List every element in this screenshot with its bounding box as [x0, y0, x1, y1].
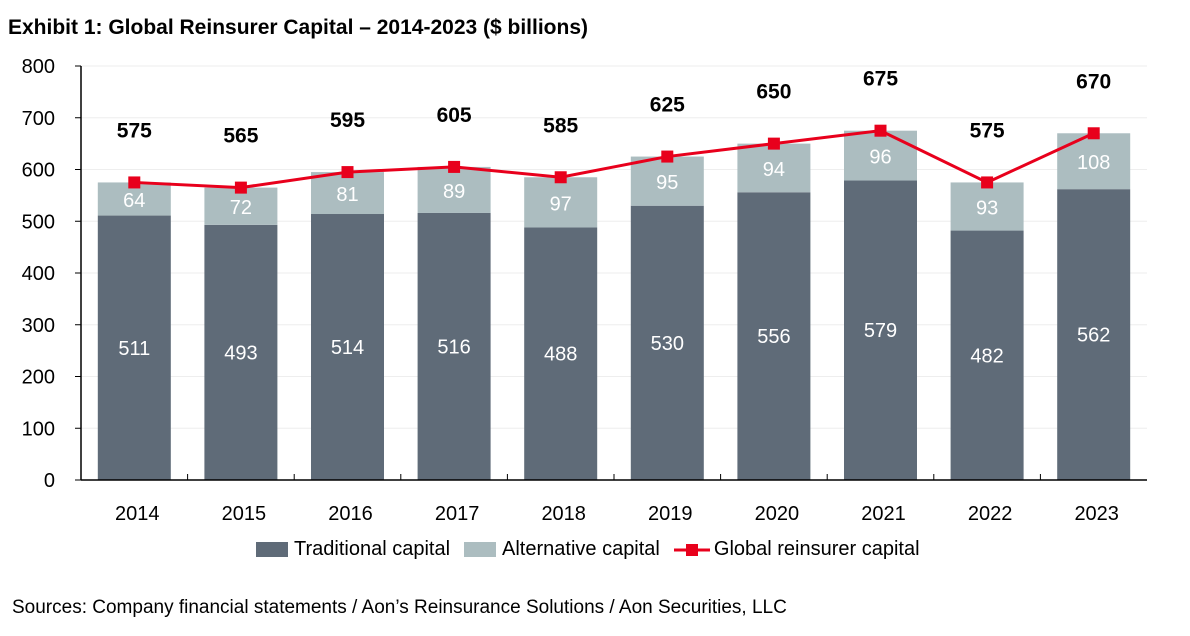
data-label-traditional: 579 — [864, 320, 897, 342]
data-label-total: 565 — [223, 125, 258, 148]
bar-alternative — [950, 182, 1024, 231]
data-label-alternative: 64 — [123, 190, 145, 212]
legend-swatch-alternative — [464, 542, 497, 557]
bar-alternative — [1057, 133, 1131, 190]
line-global — [134, 129, 1095, 190]
x-tick-label: 2019 — [648, 503, 693, 525]
x-tick-label: 2020 — [755, 503, 800, 525]
marker-global — [1087, 127, 1100, 140]
y-tick-label: 100 — [22, 418, 55, 440]
data-label-traditional: 516 — [437, 336, 470, 358]
bar-traditional — [417, 212, 491, 480]
data-label-total: 595 — [330, 109, 365, 132]
marker-global — [661, 150, 674, 163]
y-tick-label: 300 — [22, 315, 55, 337]
x-tick-label: 2018 — [541, 503, 586, 525]
bar-traditional — [950, 230, 1024, 480]
data-label-traditional: 482 — [970, 345, 1003, 367]
y-tick-label: 600 — [22, 160, 55, 182]
x-tick-label: 2022 — [968, 503, 1013, 525]
legend-label-traditional: Traditional capital — [294, 538, 451, 560]
bar-alternative — [630, 156, 704, 206]
data-label-traditional: 488 — [544, 344, 577, 366]
marker-global — [981, 176, 994, 189]
legend-label-global: Global reinsurer capital — [713, 538, 920, 560]
data-label-total: 575 — [117, 119, 152, 142]
data-label-alternative: 72 — [230, 197, 252, 219]
bar-traditional — [524, 227, 598, 480]
data-label-alternative: 94 — [763, 159, 785, 181]
data-label-total: 650 — [756, 81, 791, 104]
legend-item-alternative: Alternative capital — [464, 538, 660, 561]
legend-swatch-traditional — [256, 542, 288, 557]
bar-traditional — [630, 205, 704, 480]
x-tick-label: 2015 — [222, 503, 267, 525]
x-tick-label: 2017 — [435, 503, 480, 525]
x-tick-label: 2023 — [1074, 503, 1119, 525]
marker-global — [448, 160, 461, 173]
chart-title: Exhibit 1: Global Reinsurer Capital – 20… — [8, 16, 589, 39]
marker-global — [128, 176, 141, 189]
data-label-alternative: 89 — [443, 181, 465, 203]
legend-item-global: Global reinsurer capital — [673, 538, 920, 561]
marker-global — [341, 166, 354, 179]
y-tick-label: 0 — [44, 470, 55, 492]
data-label-traditional: 493 — [224, 342, 257, 364]
bar-traditional — [97, 215, 171, 480]
data-label-alternative: 95 — [656, 172, 678, 194]
data-label-total: 575 — [970, 119, 1005, 142]
y-tick-label: 800 — [22, 56, 55, 78]
x-tick-label: 2016 — [328, 503, 373, 525]
bar-alternative — [204, 187, 278, 225]
data-label-total: 585 — [543, 114, 578, 137]
bar-alternative — [737, 143, 811, 193]
y-tick-label: 500 — [22, 211, 55, 233]
data-label-traditional: 562 — [1077, 325, 1110, 347]
data-label-traditional: 514 — [331, 337, 364, 359]
data-label-total: 675 — [863, 68, 898, 91]
data-label-total: 670 — [1076, 70, 1111, 93]
legend: Traditional capital Alternative capital … — [256, 538, 934, 561]
y-tick-label: 200 — [22, 367, 55, 389]
x-tick-label: 2014 — [115, 503, 160, 525]
source-note: Sources: Company financial statements / … — [12, 597, 787, 618]
bar-traditional — [204, 224, 278, 480]
marker-global — [234, 181, 247, 194]
data-label-alternative: 81 — [336, 184, 358, 206]
data-label-alternative: 96 — [869, 147, 891, 169]
data-label-total: 605 — [437, 104, 472, 127]
marker-global — [554, 171, 567, 184]
bar-alternative — [311, 172, 384, 215]
data-label-traditional: 556 — [757, 326, 790, 348]
bar-alternative — [417, 166, 491, 213]
legend-swatch-global — [673, 543, 710, 556]
bar-alternative — [844, 130, 917, 181]
bar-alternative — [524, 177, 598, 228]
x-tick-label: 2021 — [861, 503, 906, 525]
data-label-traditional: 511 — [118, 338, 150, 360]
data-label-alternative: 108 — [1077, 152, 1110, 174]
data-label-alternative: 93 — [976, 198, 998, 220]
bar-traditional — [737, 192, 811, 480]
data-label-traditional: 530 — [651, 333, 684, 355]
data-label-alternative: 97 — [550, 193, 572, 215]
bar-traditional — [844, 180, 917, 480]
marker-global — [767, 137, 780, 150]
bar-traditional — [311, 214, 384, 480]
legend-label-alternative: Alternative capital — [502, 538, 660, 560]
y-tick-label: 700 — [22, 108, 55, 130]
marker-global — [874, 124, 887, 137]
bar-traditional — [1057, 189, 1131, 481]
y-tick-label: 400 — [22, 263, 55, 285]
data-label-total: 625 — [650, 94, 685, 117]
legend-item-traditional: Traditional capital — [256, 538, 450, 561]
